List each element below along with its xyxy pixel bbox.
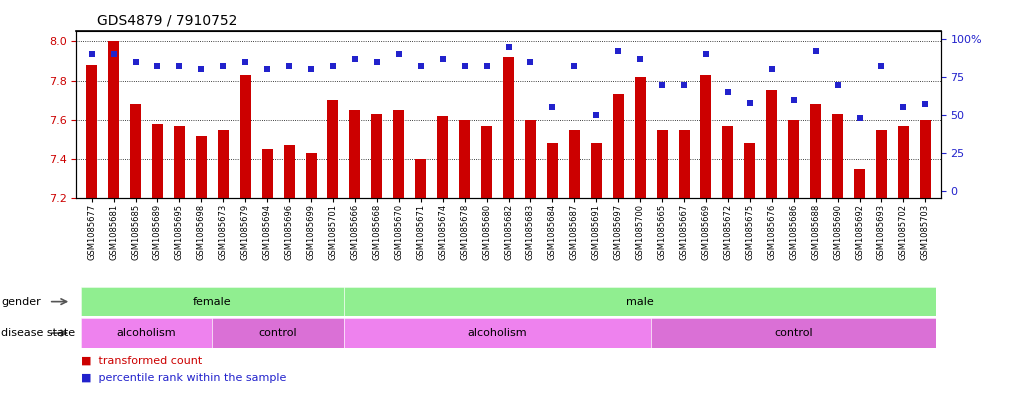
Bar (327, 100, 339, 198)
Text: male: male (626, 297, 654, 307)
Bar (569, 130, 580, 198)
Text: ■  transformed count: ■ transformed count (81, 356, 202, 366)
Point (413, 63, 429, 70)
Text: disease state: disease state (1, 328, 75, 338)
Bar (108, 41, 119, 198)
Point (654, 81, 670, 88)
Bar (305, 153, 316, 198)
Point (193, 66, 210, 73)
Bar (152, 124, 163, 198)
Bar (547, 143, 558, 198)
Point (610, 48, 626, 54)
Bar (920, 120, 931, 198)
Bar (284, 145, 295, 198)
Text: alcoholism: alcoholism (117, 328, 176, 338)
Bar (350, 110, 360, 198)
Bar (525, 120, 536, 198)
Point (127, 59, 143, 65)
Bar (481, 126, 492, 198)
Bar (832, 114, 843, 198)
Point (632, 56, 648, 62)
Point (807, 48, 824, 54)
Point (764, 66, 780, 73)
Point (434, 56, 451, 62)
Point (895, 104, 911, 110)
Bar (437, 116, 448, 198)
Bar (766, 90, 777, 198)
Bar (503, 57, 514, 198)
Text: alcoholism: alcoholism (468, 328, 528, 338)
Bar (459, 120, 470, 198)
Bar (744, 143, 756, 198)
Point (281, 63, 297, 70)
Bar (678, 130, 690, 198)
Point (588, 112, 604, 118)
Point (324, 63, 341, 70)
Point (851, 115, 868, 121)
Point (676, 81, 693, 88)
Bar (174, 126, 185, 198)
Point (874, 63, 890, 70)
Point (369, 59, 385, 65)
Bar (371, 114, 382, 198)
Point (720, 89, 736, 95)
Point (83, 51, 100, 57)
Point (237, 59, 253, 65)
Bar (218, 130, 229, 198)
Bar (635, 77, 646, 198)
Bar (701, 75, 712, 198)
Point (500, 44, 517, 50)
Point (171, 63, 187, 70)
Bar (86, 65, 97, 198)
Point (216, 63, 232, 70)
Bar (394, 110, 405, 198)
Point (523, 59, 539, 65)
Bar (898, 126, 909, 198)
Point (347, 56, 363, 62)
Text: control: control (258, 328, 297, 338)
Bar (591, 143, 602, 198)
Bar (240, 75, 251, 198)
Point (478, 63, 494, 70)
Point (149, 63, 166, 70)
Point (698, 51, 714, 57)
Text: ■  percentile rank within the sample: ■ percentile rank within the sample (81, 373, 287, 383)
Point (830, 81, 846, 88)
Bar (854, 169, 865, 198)
Point (785, 97, 801, 103)
Bar (811, 104, 821, 198)
Bar (130, 104, 141, 198)
Bar (722, 126, 733, 198)
Point (457, 63, 473, 70)
Bar (657, 130, 667, 198)
Point (566, 63, 583, 70)
Point (917, 101, 934, 107)
Point (391, 51, 407, 57)
Text: control: control (774, 328, 813, 338)
Point (544, 104, 560, 110)
Bar (196, 136, 206, 198)
Bar (876, 130, 887, 198)
Point (741, 100, 758, 106)
Bar (261, 149, 273, 198)
Point (259, 66, 276, 73)
Bar (415, 159, 426, 198)
Point (106, 51, 122, 57)
Bar (788, 120, 799, 198)
Text: female: female (193, 297, 232, 307)
Text: gender: gender (1, 297, 41, 307)
Bar (612, 94, 623, 198)
Point (303, 66, 319, 73)
Text: GDS4879 / 7910752: GDS4879 / 7910752 (97, 13, 237, 28)
